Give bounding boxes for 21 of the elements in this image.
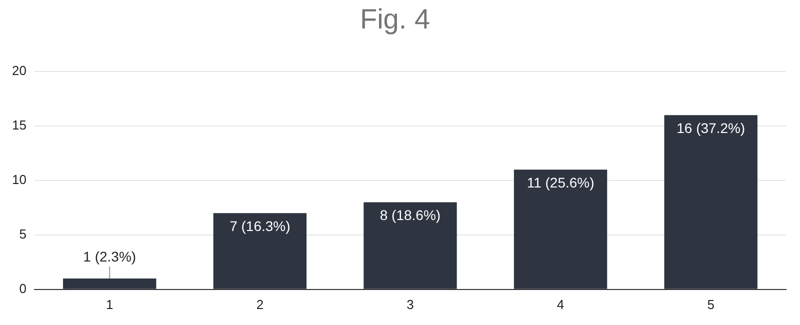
bar — [514, 170, 608, 289]
x-tick-label: 5 — [707, 296, 714, 312]
bar — [364, 202, 457, 289]
x-tick-label: 3 — [406, 296, 414, 312]
data-label: 11 (25.6%) — [526, 174, 594, 190]
y-tick-label: 20 — [12, 63, 26, 78]
data-label: 1 (2.3%) — [83, 248, 136, 264]
data-label: 7 (16.3%) — [230, 218, 290, 234]
bar — [63, 278, 156, 289]
x-tick-label: 4 — [556, 296, 564, 312]
data-label: 16 (37.2%) — [676, 120, 746, 136]
y-tick-label: 0 — [19, 280, 26, 296]
y-tick-label: 10 — [12, 172, 26, 188]
y-tick-label: 5 — [19, 226, 26, 242]
data-label: 8 (18.6%) — [380, 207, 441, 224]
x-tick-label: 1 — [106, 296, 114, 312]
y-tick-label: 15 — [12, 118, 26, 133]
chart-title: Fig. 4 — [360, 4, 430, 35]
x-tick-label: 2 — [256, 296, 264, 312]
bar — [213, 213, 307, 289]
bar — [664, 115, 758, 289]
